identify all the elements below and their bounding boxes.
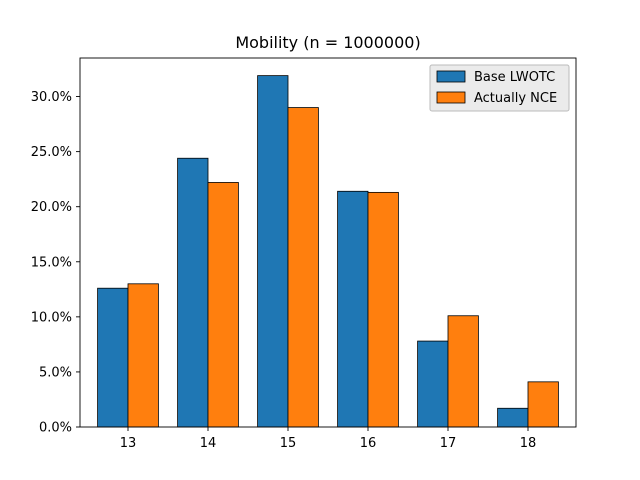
x-tick-label: 16: [360, 436, 377, 451]
bar-series2-13: [127, 283, 159, 428]
x-tick-label: 17: [440, 436, 457, 451]
bar-series1-17: [417, 340, 449, 428]
x-tick-label: 15: [280, 436, 297, 451]
y-tick-label: 15.0%: [31, 255, 72, 270]
legend-label: Base LWOTC: [474, 70, 555, 85]
x-tick-label: 13: [120, 436, 137, 451]
bar-series1-16: [337, 190, 369, 428]
axes-frame: [79, 57, 577, 428]
legend: Base LWOTC Actually NCE: [429, 64, 570, 112]
y-tick-label: 10.0%: [31, 310, 72, 325]
x-tick-label: 14: [200, 436, 217, 451]
legend-swatch: [436, 70, 466, 83]
bar-series2-17: [447, 315, 479, 428]
y-tick-label: 20.0%: [31, 200, 72, 215]
y-tick-label: 0.0%: [39, 421, 72, 436]
y-tick-label: 25.0%: [31, 145, 72, 160]
bar-series1-18: [497, 407, 529, 428]
legend-label: Actually NCE: [474, 91, 557, 106]
bar-series2-18: [527, 381, 559, 428]
chart-title: Mobility (n = 1000000): [235, 33, 420, 52]
bar-series1-15: [257, 75, 289, 428]
y-tick-label: 30.0%: [31, 90, 72, 105]
bar-series1-14: [177, 157, 209, 428]
plot-area: 0.0% 5.0% 10.0% 15.0% 20.0% 25.0% 30.0% 13 14 15 1…: [31, 57, 577, 451]
y-tick-label: 5.0%: [39, 365, 72, 380]
bar-series2-15: [287, 107, 319, 428]
bar-series1-13: [97, 287, 129, 428]
bar-series2-14: [207, 182, 239, 428]
x-tick-label: 18: [520, 436, 537, 451]
bar-series2-16: [367, 191, 399, 428]
legend-swatch: [436, 91, 466, 104]
